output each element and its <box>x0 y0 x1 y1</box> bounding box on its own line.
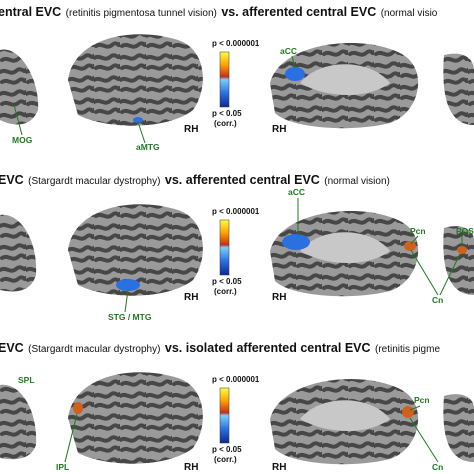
activation <box>285 67 305 81</box>
region-label: aCC <box>288 187 305 197</box>
hemisphere-label: RH <box>184 124 198 135</box>
panel: entral EVC (retinitis pigmentosa tunnel … <box>0 3 474 152</box>
region-label: Cn <box>432 462 443 472</box>
title-part: (normal vision) <box>324 176 390 187</box>
brain <box>68 372 203 464</box>
brain <box>443 226 474 295</box>
title-part: (retinitis pigme <box>375 344 440 355</box>
panel: EVC (Stargardt macular dystrophy) vs. af… <box>0 171 474 322</box>
hemisphere-label: RH <box>272 124 286 135</box>
region-label: Pcn <box>410 226 426 236</box>
colorbar <box>219 51 230 108</box>
title-part: (Stargardt macular dystrophy) <box>28 176 160 187</box>
activation <box>116 279 140 291</box>
colorbar-label: p < 0.000001 <box>212 207 260 216</box>
region-label: aCC <box>280 46 297 56</box>
colorbar-label: (corr.) <box>214 119 237 128</box>
region-label: POS <box>456 226 474 236</box>
title-part: EVC <box>0 341 24 355</box>
colorbar-label: p < 0.000001 <box>212 375 260 384</box>
colorbar-label: p < 0.05 <box>212 277 242 286</box>
brain <box>0 49 39 125</box>
brain <box>68 34 203 126</box>
activation <box>282 234 310 250</box>
colorbar-label: p < 0.05 <box>212 109 242 118</box>
title-part: entral EVC <box>0 5 61 19</box>
title-part: (Stargardt macular dystrophy) <box>28 344 160 355</box>
colorbar-label: p < 0.05 <box>212 445 242 454</box>
region-label: Pcn <box>414 395 430 405</box>
activation <box>457 246 467 254</box>
brain <box>443 53 474 125</box>
title-part: vs. afferented central EVC <box>165 173 320 187</box>
hemisphere-label: RH <box>184 462 198 473</box>
colorbar-label: (corr.) <box>214 455 237 464</box>
region-label: MOG <box>12 135 33 145</box>
title-part: (retinitis pigmentosa tunnel vision) <box>66 8 217 19</box>
leader-lines <box>13 55 463 463</box>
colorbar <box>219 219 230 276</box>
activation <box>402 406 414 418</box>
region-label: IPL <box>56 462 69 472</box>
brain <box>443 394 474 462</box>
region-label: Cn <box>432 295 443 305</box>
hemisphere-label: RH <box>272 292 286 303</box>
region-label: SPL <box>18 375 35 385</box>
activation <box>133 117 143 123</box>
panel: EVC (Stargardt macular dystrophy) vs. is… <box>0 339 474 473</box>
activation <box>73 402 83 414</box>
brain <box>0 384 37 460</box>
title-part: (normal visio <box>381 8 438 19</box>
brain <box>0 214 37 292</box>
colorbar-label: p < 0.000001 <box>212 39 260 48</box>
panel-title: EVC (Stargardt macular dystrophy) vs. is… <box>0 339 440 356</box>
region-label: aMTG <box>136 142 160 152</box>
panel-title: entral EVC (retinitis pigmentosa tunnel … <box>0 3 438 20</box>
activation <box>404 241 416 251</box>
brain <box>270 379 419 465</box>
colorbar-label: (corr.) <box>214 287 237 296</box>
region-label: STG / MTG <box>108 312 152 322</box>
panel-title: EVC (Stargardt macular dystrophy) vs. af… <box>0 171 390 188</box>
hemisphere-label: RH <box>184 292 198 303</box>
brain <box>270 211 419 297</box>
title-part: EVC <box>0 173 24 187</box>
colorbar <box>219 387 230 444</box>
title-part: vs. afferented central EVC <box>221 5 376 19</box>
title-part: vs. isolated afferented central EVC <box>165 341 371 355</box>
hemisphere-label: RH <box>272 462 286 473</box>
